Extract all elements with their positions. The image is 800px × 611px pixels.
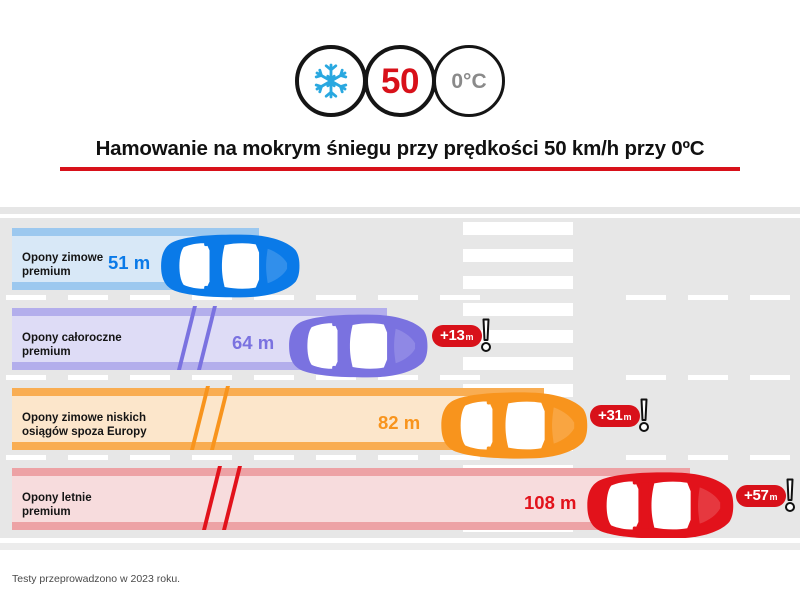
crosswalk-stripe: [463, 249, 573, 262]
tire-type-label: Opony całoroczne premium: [22, 332, 122, 358]
lane-dash: [688, 375, 728, 380]
car-icon: [288, 314, 428, 378]
delta-unit: m: [769, 492, 778, 502]
delta-value: +57: [744, 487, 769, 504]
title-underline: [60, 167, 740, 171]
lane-dash: [316, 455, 356, 460]
crosswalk-stripe: [463, 357, 573, 370]
lane-stripe-top: [12, 468, 690, 476]
warning-exclamation-icon: [637, 398, 651, 434]
lane-stripe-top: [12, 228, 259, 236]
lane-dash: [626, 455, 666, 460]
crosswalk-stripe: [463, 222, 573, 235]
car-icon: [586, 472, 734, 538]
warning-exclamation-icon: [783, 478, 797, 514]
lane-dash: [6, 455, 46, 460]
footer-note: Testy przeprowadzono w 2023 roku.: [12, 573, 181, 585]
snowflake-icon: [311, 61, 351, 101]
braking-distance-value: 64 m: [232, 332, 275, 353]
title-block: Hamowanie na mokrym śniegu przy prędkośc…: [0, 137, 800, 171]
delta-badge-pill: +31 m: [590, 405, 640, 427]
crosswalk-stripe: [463, 276, 573, 289]
lane-dash: [440, 295, 480, 300]
lane-dash: [192, 455, 232, 460]
lane-dash: [130, 455, 170, 460]
tire-type-label: Opony zimowe premium: [22, 252, 104, 278]
warning-exclamation-icon: [479, 318, 493, 354]
lane-divider: [0, 295, 800, 300]
delta-value: +31: [598, 407, 623, 424]
delta-badge-pill: +13 m: [432, 325, 482, 347]
speed-value: 50: [381, 61, 419, 101]
lane-dash: [440, 455, 480, 460]
temperature-value: 0°C: [451, 69, 487, 93]
delta-unit: m: [465, 332, 474, 342]
lane-stripe-bottom: [12, 282, 259, 290]
delta-badge-pill: +57 m: [736, 485, 786, 507]
lane-divider: [0, 455, 800, 460]
road-edge-bottom: [0, 543, 800, 550]
lane-dash: [378, 295, 418, 300]
lane-dash: [750, 295, 790, 300]
snowflake-icon-circle: [295, 45, 367, 117]
road-edge-top: [0, 207, 800, 214]
lane-dash: [688, 455, 728, 460]
car-icon: [160, 234, 300, 298]
lane-dash: [316, 375, 356, 380]
page-title: Hamowanie na mokrym śniegu przy prędkośc…: [95, 137, 705, 160]
lane-dash: [192, 295, 232, 300]
lane-dash: [192, 375, 232, 380]
lane-dash: [68, 455, 108, 460]
lane-dash: [688, 295, 728, 300]
distance-band: [12, 476, 690, 522]
tire-type-label: Opony zimowe niskich osiągów spoza Europ…: [22, 412, 147, 438]
lane-divider: [0, 375, 800, 380]
lane-dash: [626, 375, 666, 380]
lane-stripe-top: [12, 388, 544, 396]
lane-dash: [130, 295, 170, 300]
braking-distance-value: 82 m: [378, 412, 421, 433]
lane-dash: [68, 295, 108, 300]
speed-icon-circle: 50: [364, 45, 436, 117]
lane-dash: [626, 295, 666, 300]
delta-badge: +13 m: [432, 318, 493, 354]
lane-stripe-bottom: [12, 522, 690, 530]
lane-dash: [6, 295, 46, 300]
tire-result-row: Opony całoroczne premium 64 m +13 m: [0, 306, 800, 378]
lane-stripe-bottom: [12, 442, 544, 450]
tire-result-row: Opony zimowe premium 51 m: [0, 228, 800, 298]
lane-dash: [254, 295, 294, 300]
lane-dash: [68, 375, 108, 380]
lane-dash: [378, 455, 418, 460]
car-icon: [440, 392, 588, 459]
delta-badge: +31 m: [590, 398, 651, 434]
lane-stripe-top: [12, 308, 387, 316]
tire-type-label: Opony letnie premium: [22, 492, 92, 518]
braking-distance-value: 108 m: [524, 492, 577, 513]
header-icon-row: 50 0°C: [0, 44, 800, 118]
lane-dash: [254, 375, 294, 380]
delta-value: +13: [440, 327, 465, 344]
lane-dash: [316, 295, 356, 300]
lane-dash: [750, 455, 790, 460]
temperature-icon-circle: 0°C: [433, 45, 505, 117]
crosswalk-stripe: [463, 330, 573, 343]
tire-result-row: Opony zimowe niskich osiągów spoza Europ…: [0, 386, 800, 459]
lane-dash: [378, 375, 418, 380]
crosswalk-stripe: [463, 303, 573, 316]
braking-distance-value: 51 m: [108, 252, 151, 273]
lane-dash: [440, 375, 480, 380]
lane-dash: [6, 375, 46, 380]
road-surface: Opony zimowe premium 51 m Opony całoroczn…: [0, 218, 800, 538]
lane-dash: [130, 375, 170, 380]
delta-badge: +57 m: [736, 478, 797, 514]
lane-dash: [254, 455, 294, 460]
delta-unit: m: [623, 412, 632, 422]
tire-result-row: Opony letnie premium 108 m +57 m: [0, 466, 800, 538]
lane-dash: [750, 375, 790, 380]
